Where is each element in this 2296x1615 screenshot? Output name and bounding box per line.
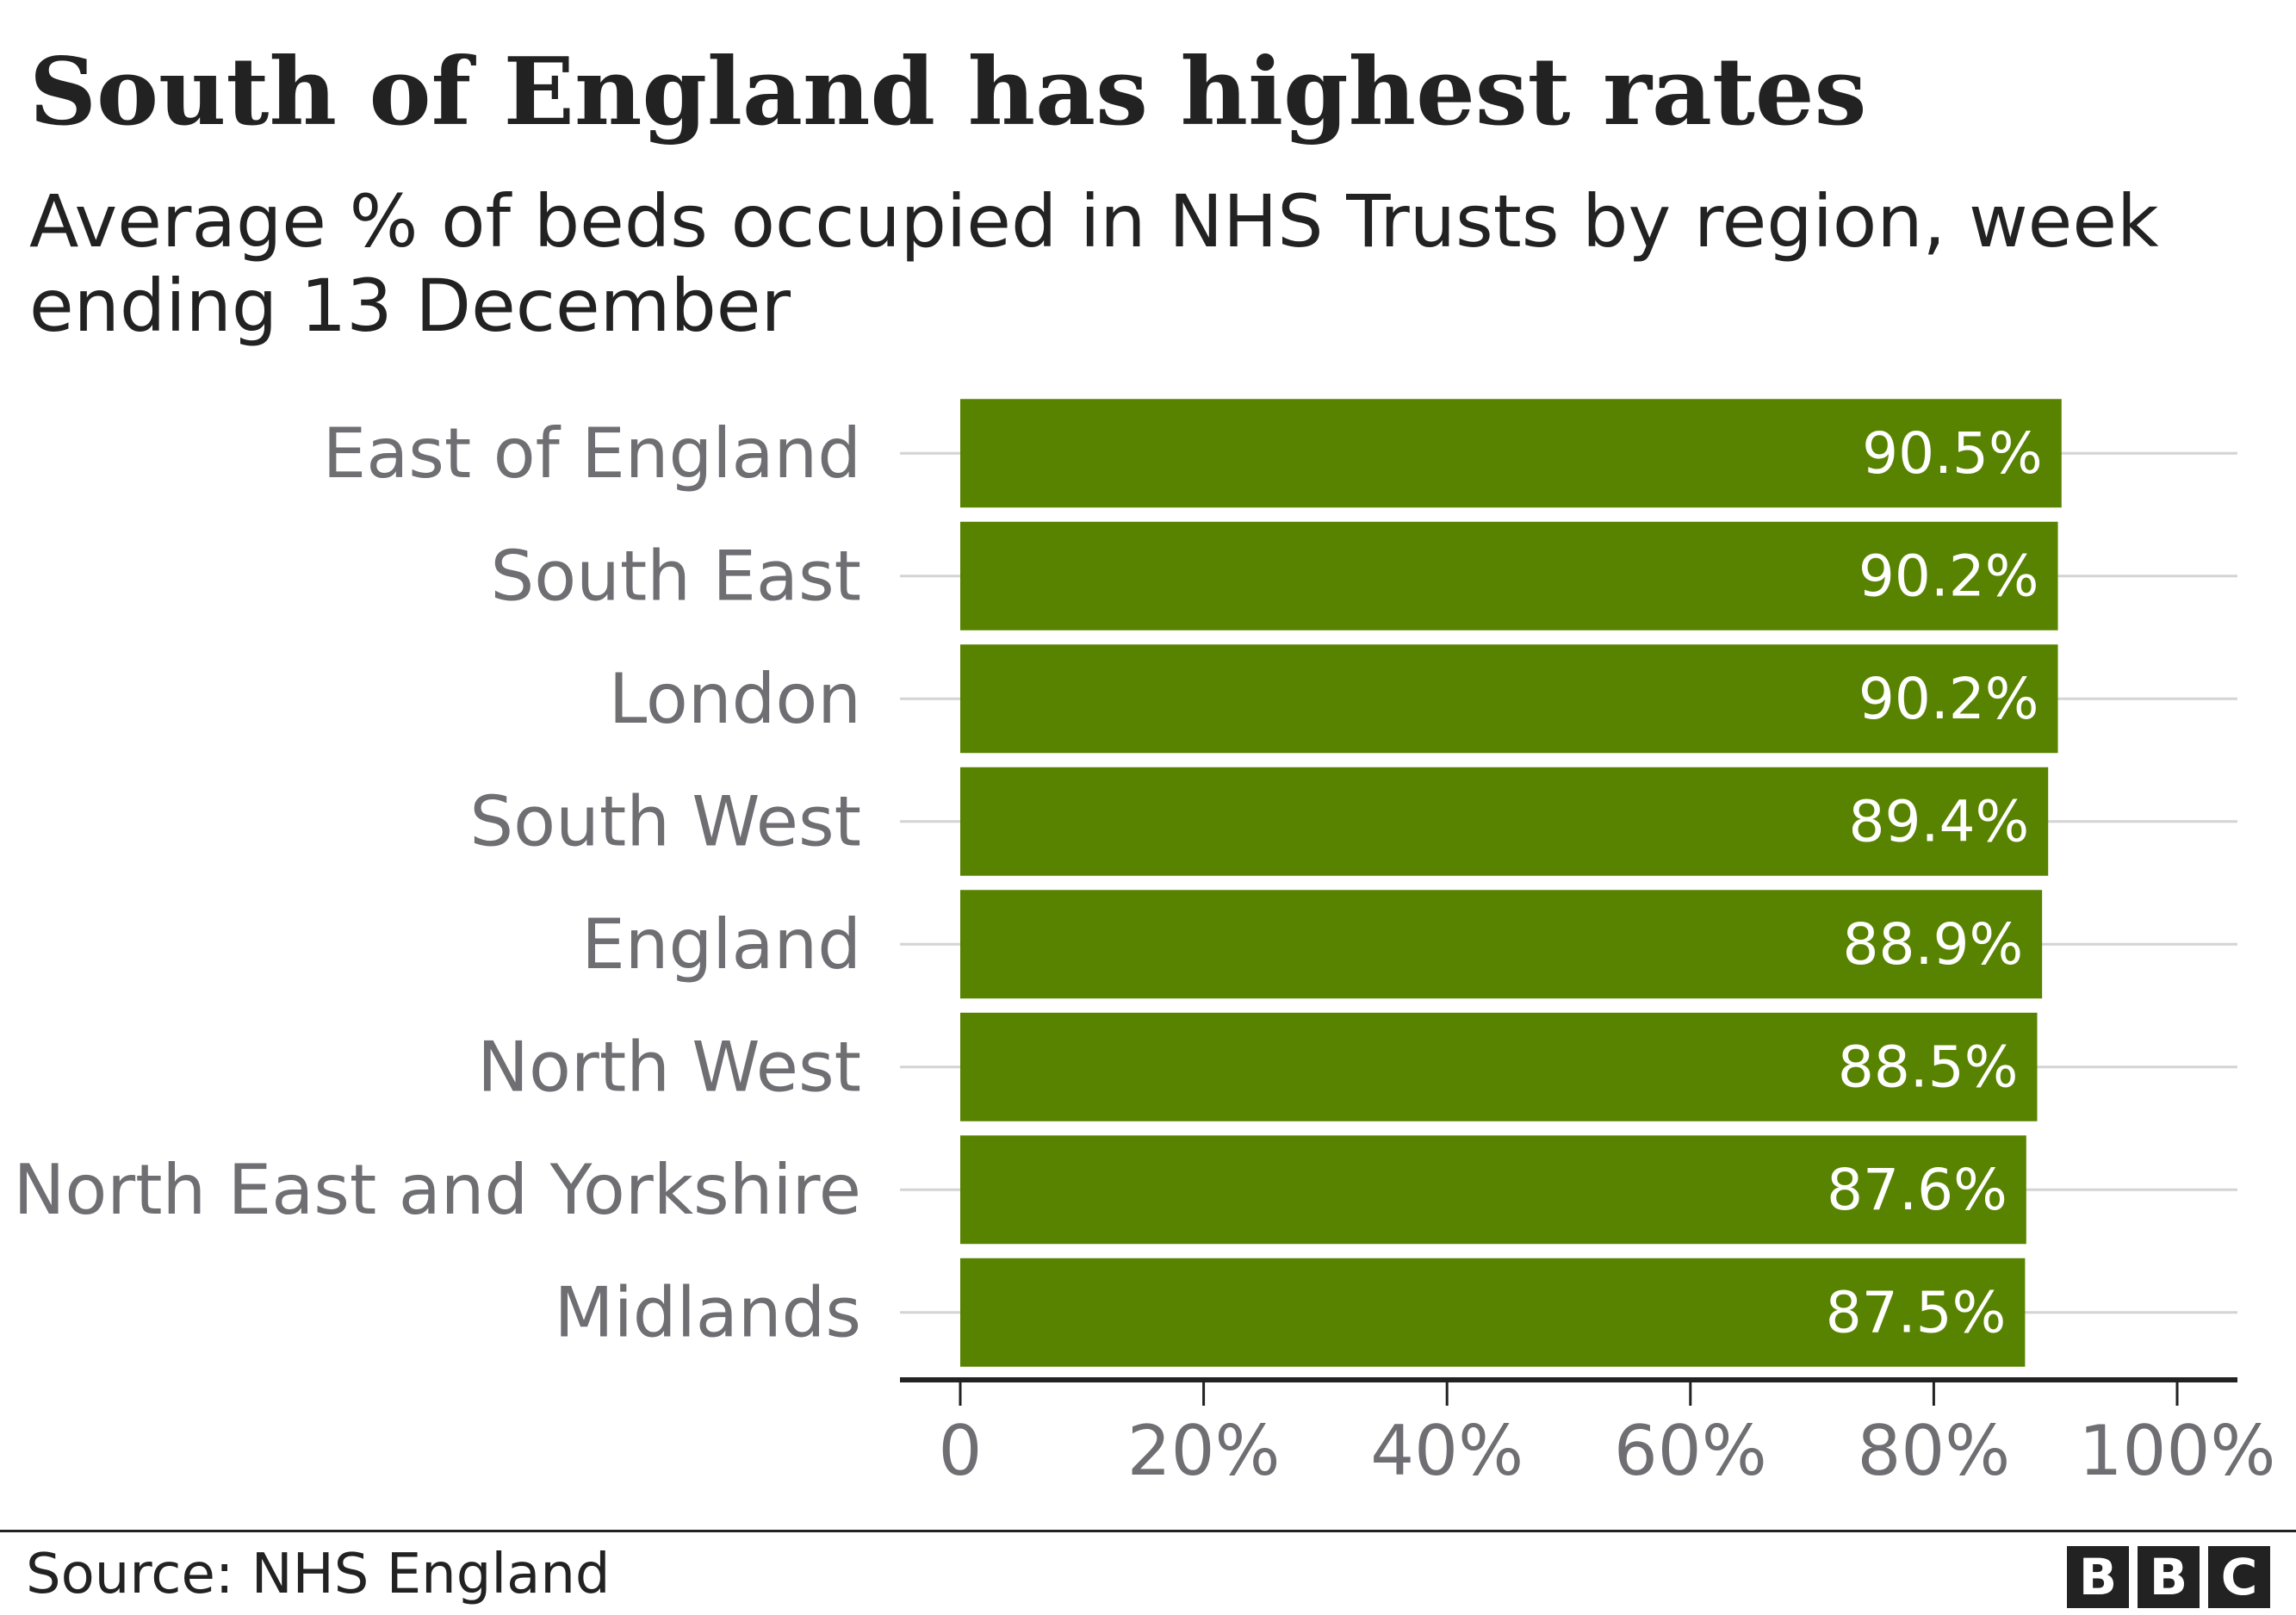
category-label: South East — [490, 536, 861, 616]
value-label: 90.5% — [1862, 420, 2043, 487]
category-label: South West — [469, 781, 861, 861]
value-label: 89.4% — [1849, 788, 2030, 854]
bbc-logo-letter-3: C — [2208, 1546, 2270, 1608]
x-tick-label: 100% — [2079, 1411, 2276, 1491]
value-label: 88.5% — [1838, 1034, 2019, 1100]
value-label: 90.2% — [1859, 666, 2039, 732]
bar — [960, 521, 2058, 630]
bbc-logo-letter-1: B — [2067, 1546, 2129, 1608]
category-label: London — [609, 659, 861, 739]
category-label: Midlands — [555, 1272, 861, 1352]
x-tick-label: 20% — [1127, 1411, 1281, 1491]
value-label: 90.2% — [1859, 543, 2039, 609]
category-label: England — [581, 904, 861, 985]
bar — [960, 1258, 2026, 1367]
x-tick-label: 60% — [1614, 1411, 1767, 1491]
bar — [960, 890, 2043, 999]
category-label: East of England — [323, 413, 861, 494]
category-label: North East and Yorkshire — [13, 1150, 861, 1230]
bbc-logo: B B C — [2067, 1546, 2270, 1608]
value-label: 87.6% — [1827, 1157, 2007, 1223]
bar — [960, 399, 2062, 508]
x-tick-label: 80% — [1857, 1411, 2010, 1491]
category-label: North West — [477, 1027, 861, 1107]
bar — [960, 767, 2049, 876]
chart-title: South of England has highest rates — [29, 38, 1867, 146]
x-tick-label: 0 — [939, 1411, 983, 1491]
x-tick-label: 40% — [1370, 1411, 1523, 1491]
value-label: 87.5% — [1826, 1279, 2007, 1345]
bbc-logo-letter-2: B — [2138, 1546, 2200, 1608]
bar — [960, 1012, 2038, 1121]
source-note: Source: NHS England — [26, 1543, 611, 1606]
bar — [960, 1135, 2026, 1245]
bar — [960, 644, 2058, 754]
chart-subtitle: Average % of beds occupied in NHS Trusts… — [29, 179, 2159, 349]
footer-divider — [0, 1530, 2296, 1532]
value-label: 88.9% — [1842, 911, 2023, 978]
